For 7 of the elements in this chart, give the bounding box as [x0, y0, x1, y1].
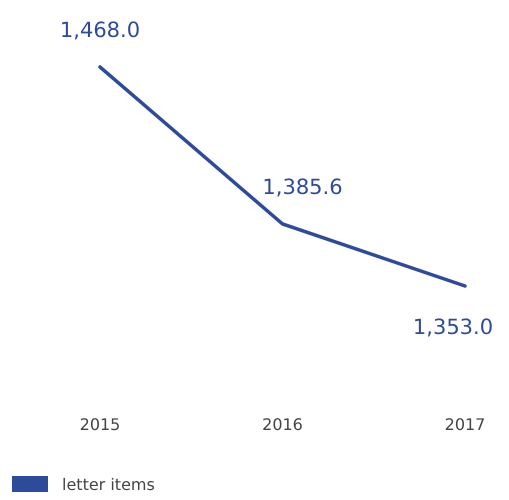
data-label: 1,468.0	[60, 18, 140, 42]
x-tick-label: 2017	[444, 415, 486, 434]
x-tick-label: 2016	[262, 415, 303, 434]
data-label: 1,385.6	[262, 174, 343, 199]
legend-label: letter items	[62, 475, 155, 494]
data-label: 1,353.0	[412, 315, 494, 339]
x-tick-label: 2015	[80, 415, 120, 434]
